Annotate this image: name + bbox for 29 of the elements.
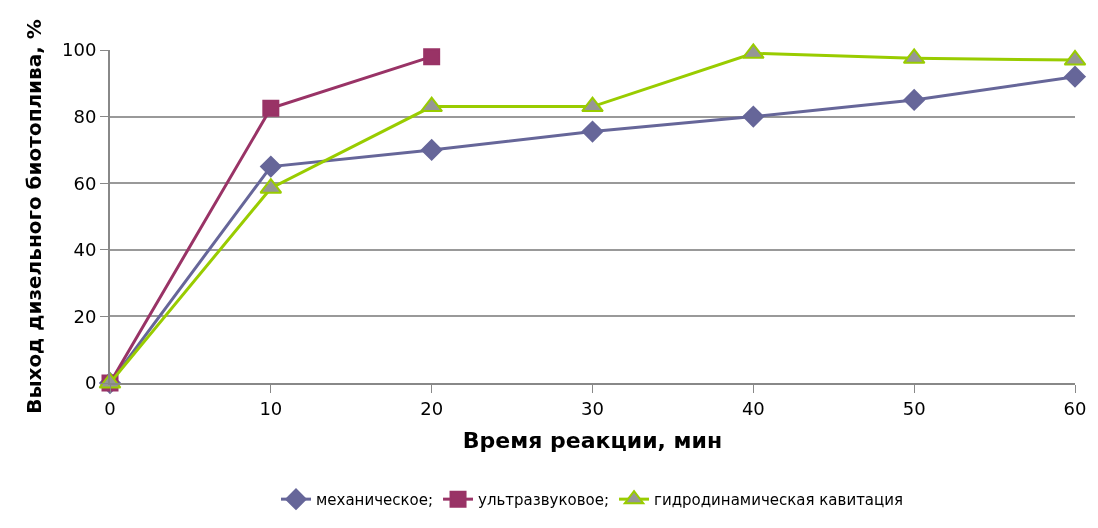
point: [581, 120, 604, 143]
point: [262, 99, 280, 117]
point: [903, 89, 925, 111]
x-tick-label: 50: [902, 397, 926, 419]
x-tick-label: 30: [581, 397, 604, 419]
legend-label: ультразвуковое;: [478, 491, 610, 509]
x-tick-label: 60: [1063, 397, 1087, 419]
y-axis-title: Выход дизельного биотоплива, %: [22, 19, 47, 414]
point: [1063, 49, 1087, 66]
point: [423, 48, 441, 66]
point: [420, 139, 443, 161]
point: [581, 96, 604, 113]
y-tick-label: 40: [73, 239, 97, 261]
x-tick-label: 40: [741, 397, 765, 419]
legend-label: гидродинамическая кавитация: [654, 491, 904, 509]
y-tick-label: 20: [73, 305, 97, 327]
x-tick-label: 20: [420, 397, 444, 419]
x-axis-title: Время реакции, мин: [462, 428, 723, 453]
y-tick-label: 0: [84, 372, 97, 394]
point: [1064, 65, 1086, 88]
y-tick-label: 60: [73, 172, 97, 194]
y-tick-label: 100: [62, 39, 97, 61]
x-tick-label: 10: [259, 397, 283, 419]
point: [420, 96, 444, 113]
point: [742, 105, 765, 128]
legend-label: механическое;: [316, 491, 434, 509]
y-tick-label: 80: [73, 105, 97, 127]
point: [260, 155, 282, 178]
x-tick-label: 0: [104, 397, 116, 419]
